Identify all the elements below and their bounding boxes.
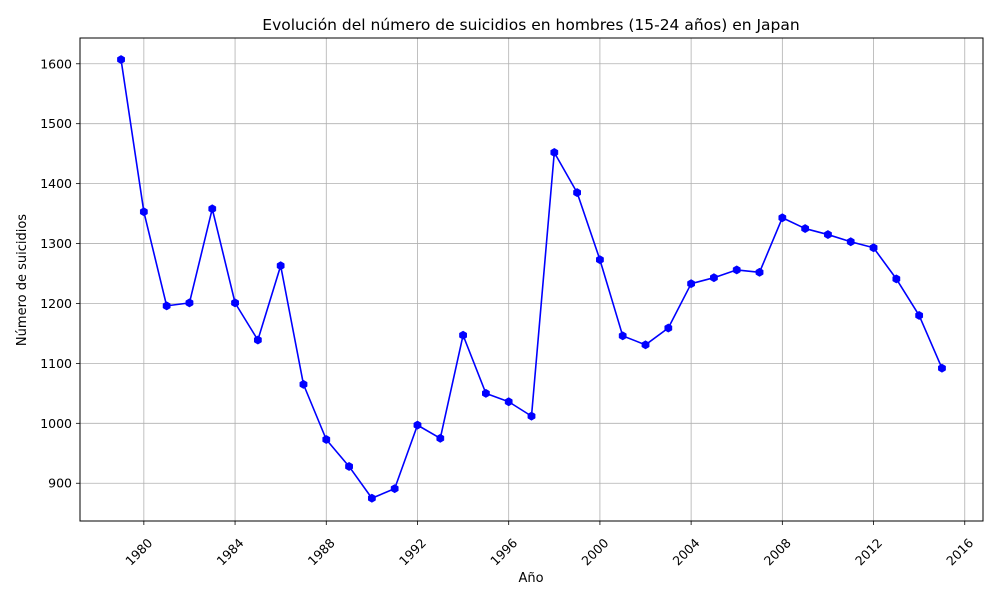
- data-point: [778, 213, 787, 223]
- data-point: [276, 261, 285, 271]
- data-point: [938, 363, 946, 373]
- plot-area: [117, 55, 946, 503]
- data-point: [390, 484, 399, 494]
- data-point: [801, 224, 810, 234]
- y-tick-label: 1600: [40, 56, 72, 71]
- data-point: [755, 267, 764, 277]
- data-point: [687, 279, 696, 289]
- data-point: [618, 331, 627, 341]
- data-point: [253, 335, 262, 345]
- data-point: [299, 379, 308, 389]
- data-point: [185, 298, 194, 308]
- data-point: [824, 230, 832, 240]
- data-point: [231, 298, 239, 308]
- y-tick-label: 1100: [40, 356, 72, 371]
- data-point: [139, 207, 148, 217]
- y-tick-label: 1300: [40, 236, 72, 251]
- y-tick-label: 1500: [40, 116, 72, 131]
- data-point: [117, 55, 125, 65]
- data-point: [915, 310, 924, 320]
- y-tick-label: 1400: [40, 176, 72, 191]
- data-point: [573, 188, 581, 198]
- y-axis-label: Número de suicidios: [15, 214, 30, 346]
- data-point: [550, 147, 559, 157]
- plot-frame: [79, 37, 984, 522]
- data-point: [208, 204, 217, 214]
- data-point: [596, 255, 604, 265]
- data-point: [527, 411, 536, 421]
- x-axis-label: Año: [518, 571, 543, 586]
- data-point: [664, 323, 673, 333]
- data-point: [710, 273, 718, 283]
- data-point: [482, 388, 490, 398]
- data-point: [732, 265, 741, 275]
- data-point: [436, 433, 445, 443]
- data-point: [345, 461, 353, 471]
- y-tick-label: 900: [48, 476, 72, 491]
- data-point: [322, 435, 331, 444]
- data-point: [459, 330, 467, 340]
- data-point: [641, 340, 650, 350]
- data-point: [413, 420, 422, 430]
- grid: [80, 38, 983, 521]
- data-point: [869, 243, 878, 253]
- data-point: [162, 301, 171, 311]
- y-tick-label: 1000: [40, 416, 72, 431]
- chart-title: Evolución del número de suicidios en hom…: [262, 16, 799, 34]
- data-point: [367, 493, 376, 503]
- data-point: [892, 274, 901, 284]
- data-point: [846, 237, 855, 247]
- data-point: [504, 397, 513, 407]
- y-tick-label: 1200: [40, 296, 72, 311]
